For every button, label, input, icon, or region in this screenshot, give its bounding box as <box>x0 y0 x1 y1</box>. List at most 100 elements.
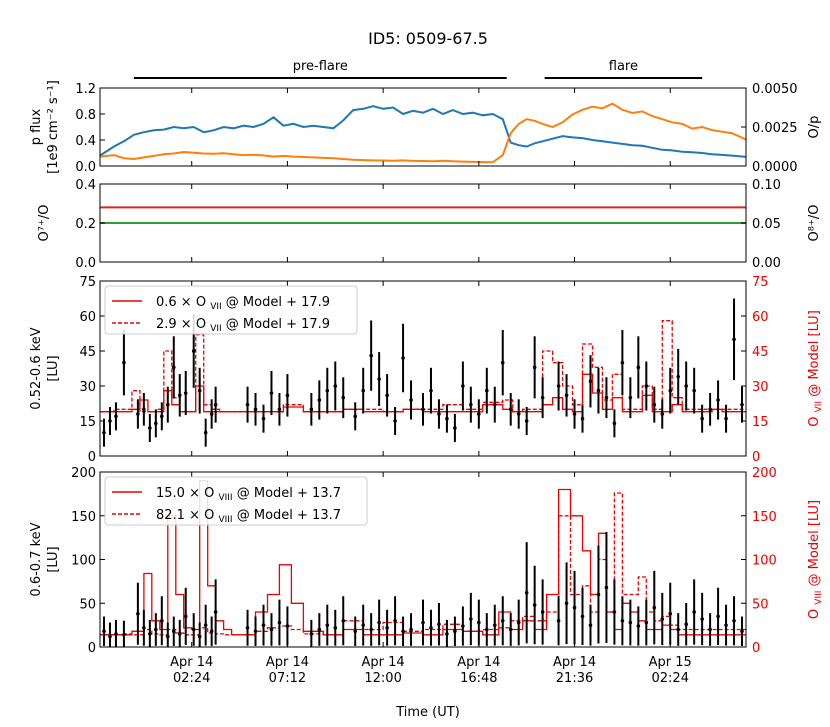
data-point <box>596 592 601 597</box>
legend-o8: 15.0 × O VIII @ Model + 13.7 82.1 × O VII… <box>104 476 368 526</box>
series-line-o-p <box>100 102 746 164</box>
y2-tick-label: 60 <box>752 310 769 325</box>
series-line-p-flux <box>100 105 746 158</box>
x-tick-label-date: Apr 14 <box>553 655 596 670</box>
data-point <box>160 414 164 419</box>
data-point <box>716 398 720 402</box>
data-point <box>369 353 373 358</box>
data-point <box>341 618 346 623</box>
data-point <box>385 393 389 398</box>
data-point <box>724 416 728 421</box>
y-tick-label: 200 <box>71 466 96 481</box>
y-tick-label: 150 <box>71 510 96 525</box>
data-point <box>341 395 346 400</box>
data-point <box>492 402 497 407</box>
data-point <box>628 620 633 625</box>
data-point <box>572 605 577 610</box>
data-point <box>177 393 182 398</box>
data-point <box>636 624 641 628</box>
data-point <box>700 617 704 621</box>
x-tick-label-date: Apr 14 <box>266 655 309 670</box>
y-axis-label: 0.6-0.7 keV <box>29 522 44 596</box>
panel-frame-flux <box>99 87 747 167</box>
chart-title: ID5: 0509-67.5 <box>368 29 488 48</box>
legend-label: 15.0 × O VIII @ Model + 13.7 <box>156 486 341 503</box>
data-point <box>369 627 373 632</box>
data-point <box>636 365 641 370</box>
legend-label: 82.1 × O VIII @ Model + 13.7 <box>156 508 341 525</box>
data-point <box>445 416 449 421</box>
data-point <box>309 407 314 412</box>
data-point <box>277 407 282 412</box>
data-point <box>285 624 290 628</box>
ion-label: O VIII @ Model [LU] <box>807 500 824 619</box>
data-point <box>154 627 158 632</box>
y2-tick-label: 0.10 <box>752 178 781 193</box>
y-tick-label: 75 <box>79 275 96 290</box>
data-point <box>122 360 126 365</box>
data-point <box>261 416 266 421</box>
data-point <box>660 617 665 621</box>
data-point <box>676 627 681 632</box>
data-point <box>160 618 164 623</box>
y-axis-label: [LU] <box>46 355 61 381</box>
data-point <box>269 391 274 395</box>
data-point <box>588 379 593 384</box>
legend-label: 2.9 × O VII @ Model + 17.9 <box>156 317 330 334</box>
data-point <box>165 634 170 639</box>
y-axis-label: [1e9 cm⁻² s⁻¹] <box>46 80 61 174</box>
data-point <box>197 634 202 639</box>
data-point <box>165 402 170 407</box>
data-point <box>393 419 397 423</box>
plot-area-flux <box>100 102 746 164</box>
data-point <box>353 629 358 634</box>
y-tick-label: 0.4 <box>75 178 96 193</box>
data-point <box>485 627 489 632</box>
data-point <box>245 402 250 407</box>
data-point <box>524 419 529 423</box>
data-point <box>409 627 413 632</box>
interval-label-1: flare <box>609 59 638 74</box>
data-point <box>740 629 744 634</box>
data-point <box>171 629 176 634</box>
data-point <box>177 632 182 636</box>
data-point <box>740 402 744 407</box>
plot-area-abundance <box>100 206 746 224</box>
data-point <box>556 618 561 623</box>
data-point <box>492 623 497 627</box>
data-point <box>532 603 537 607</box>
data-point <box>245 625 250 630</box>
data-point <box>580 614 585 619</box>
data-point <box>191 349 196 353</box>
data-point <box>261 623 266 627</box>
data-point <box>477 620 481 625</box>
data-point <box>708 407 712 412</box>
panel-flux: 0.0 0.4 0.8 1.2 0.0000 0.0025 0.0050 p flux [1e9… <box>29 80 822 175</box>
y2-tick-label: 100 <box>752 554 777 569</box>
data-point <box>708 627 712 632</box>
data-point <box>453 426 457 430</box>
plot-area-o7 <box>100 298 746 447</box>
data-point <box>377 377 381 381</box>
y2-tick-label: 200 <box>752 466 777 481</box>
data-point <box>197 388 202 393</box>
data-point <box>612 610 617 614</box>
data-point <box>572 412 577 416</box>
y2-tick-label: 0.00 <box>752 256 781 271</box>
data-point <box>429 388 433 393</box>
data-point <box>477 412 481 416</box>
data-point <box>668 388 673 393</box>
data-point <box>604 585 609 590</box>
data-point <box>429 625 433 630</box>
data-point <box>644 620 649 625</box>
y2-tick-label: 0.05 <box>752 217 781 232</box>
data-point <box>692 388 696 393</box>
data-point <box>732 618 736 623</box>
data-point <box>136 412 140 416</box>
x-tick-label-time: 12:00 <box>364 671 401 686</box>
data-point <box>732 337 736 342</box>
data-point <box>333 384 338 388</box>
y-tick-label: 0 <box>88 450 96 465</box>
